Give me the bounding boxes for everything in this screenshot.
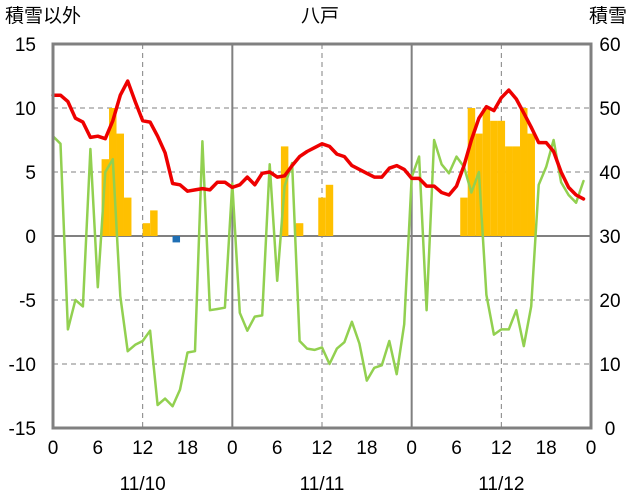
left-axis-title: 積雪以外 [5, 5, 81, 27]
bar [490, 120, 498, 236]
left-tick-label: 5 [25, 163, 36, 184]
x-tick-label: 12 [491, 438, 512, 459]
right-axis-title: 積雪 [589, 5, 627, 27]
x-tick-label: 6 [93, 438, 104, 459]
date-label: 11/10 [120, 474, 166, 495]
bar [123, 197, 132, 236]
bar [482, 108, 491, 236]
x-tick-label: 0 [48, 438, 59, 459]
x-axis-date-labels: 11/10 11/11 11/12 [120, 474, 525, 495]
bar [325, 184, 334, 236]
right-axis-ticks: 60 50 40 30 20 10 0 [599, 35, 620, 440]
right-tick-label: 60 [599, 35, 620, 56]
x-tick-label: 0 [227, 438, 238, 459]
bar [150, 210, 158, 236]
x-tick-label: 12 [132, 438, 153, 459]
right-tick-label: 20 [599, 291, 620, 312]
left-tick-label: 10 [15, 99, 36, 120]
date-label: 11/12 [478, 474, 524, 495]
date-label: 11/11 [300, 474, 345, 495]
bar [512, 146, 521, 236]
bar [295, 223, 304, 236]
x-tick-label: 12 [311, 438, 332, 459]
right-tick-label: 40 [599, 163, 620, 184]
secondary-series-line [51, 134, 585, 408]
x-tick-label: 0 [406, 438, 417, 459]
bar [460, 197, 468, 236]
bar-series [101, 108, 535, 243]
left-tick-label: 15 [15, 35, 36, 56]
bar [497, 120, 506, 236]
bar [142, 223, 151, 236]
bar [505, 146, 513, 236]
bar [467, 108, 476, 236]
left-tick-label: 0 [25, 227, 36, 248]
right-tick-label: 50 [599, 99, 620, 120]
right-tick-label: 30 [599, 227, 620, 248]
right-tick-label: 10 [599, 355, 620, 376]
bar [172, 236, 181, 243]
bar [318, 197, 326, 236]
x-axis-hour-ticks: 0 6 12 18 0 6 12 18 0 6 12 18 0 [48, 438, 597, 459]
bar [101, 159, 110, 236]
bar [116, 133, 124, 236]
left-tick-label: -5 [19, 291, 36, 312]
temperature-series-line [51, 79, 586, 201]
x-tick-label: 6 [451, 438, 462, 459]
x-tick-label: 18 [356, 438, 377, 459]
chart-title: 八戸 [301, 5, 339, 27]
bar [520, 108, 528, 236]
x-tick-label: 0 [586, 438, 597, 459]
plot-frame [51, 42, 593, 430]
right-tick-label: 0 [605, 419, 616, 440]
x-tick-label: 18 [536, 438, 557, 459]
x-tick-label: 6 [272, 438, 283, 459]
x-tick-label: 18 [177, 438, 198, 459]
left-tick-label: -10 [9, 355, 36, 376]
left-tick-label: -15 [9, 419, 36, 440]
bar [527, 133, 535, 236]
left-axis-ticks: 15 10 5 0 -5 -10 -15 [9, 35, 36, 440]
